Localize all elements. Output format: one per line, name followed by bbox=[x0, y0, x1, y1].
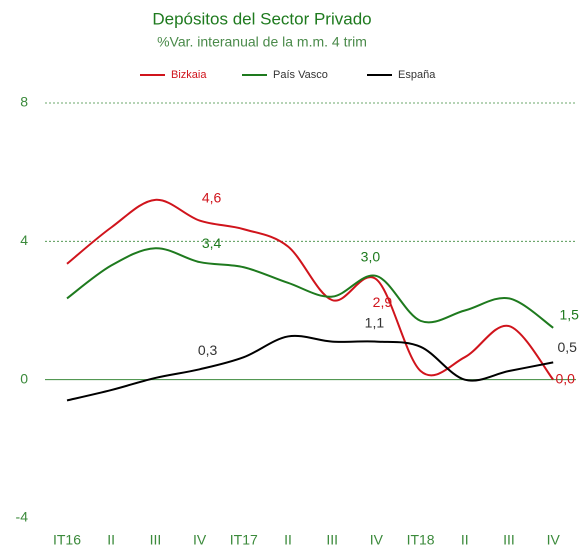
x-tick-label: IT17 bbox=[230, 532, 258, 548]
data-label: 4,6 bbox=[202, 189, 222, 205]
data-label: 3,4 bbox=[202, 235, 222, 251]
data-label: 2,9 bbox=[373, 294, 393, 310]
data-label: 0,3 bbox=[198, 342, 218, 358]
legend-label: Bizkaia bbox=[171, 69, 207, 81]
x-tick-label: IV bbox=[193, 532, 207, 548]
y-tick-label: -4 bbox=[16, 509, 29, 525]
y-tick-label: 4 bbox=[20, 232, 28, 248]
data-label: 3,0 bbox=[361, 249, 381, 265]
y-tick-label: 0 bbox=[20, 370, 28, 386]
x-tick-label: III bbox=[503, 532, 515, 548]
data-label: 0,0 bbox=[555, 370, 575, 386]
line-series bbox=[66, 247, 554, 329]
legend-label: País Vasco bbox=[273, 69, 328, 81]
x-tick-label: II bbox=[461, 532, 469, 548]
x-tick-label: III bbox=[150, 532, 162, 548]
data-label: 0,5 bbox=[557, 339, 577, 355]
chart-title: Depósitos del Sector Privado bbox=[152, 9, 371, 28]
chart-subtitle: %Var. interanual de la m.m. 4 trim bbox=[157, 34, 367, 50]
data-label: 1,5 bbox=[559, 306, 579, 322]
x-tick-label: IT18 bbox=[407, 532, 435, 548]
x-tick-label: III bbox=[326, 532, 338, 548]
line-series bbox=[66, 334, 554, 402]
line-series bbox=[66, 198, 554, 381]
x-tick-label: IV bbox=[547, 532, 561, 548]
legend-label: España bbox=[398, 69, 436, 81]
x-tick-label: II bbox=[284, 532, 292, 548]
y-tick-label: 8 bbox=[20, 94, 28, 110]
x-tick-label: IT16 bbox=[53, 532, 81, 548]
x-tick-label: II bbox=[107, 532, 115, 548]
data-label: 1,1 bbox=[365, 314, 385, 330]
x-tick-label: IV bbox=[370, 532, 384, 548]
